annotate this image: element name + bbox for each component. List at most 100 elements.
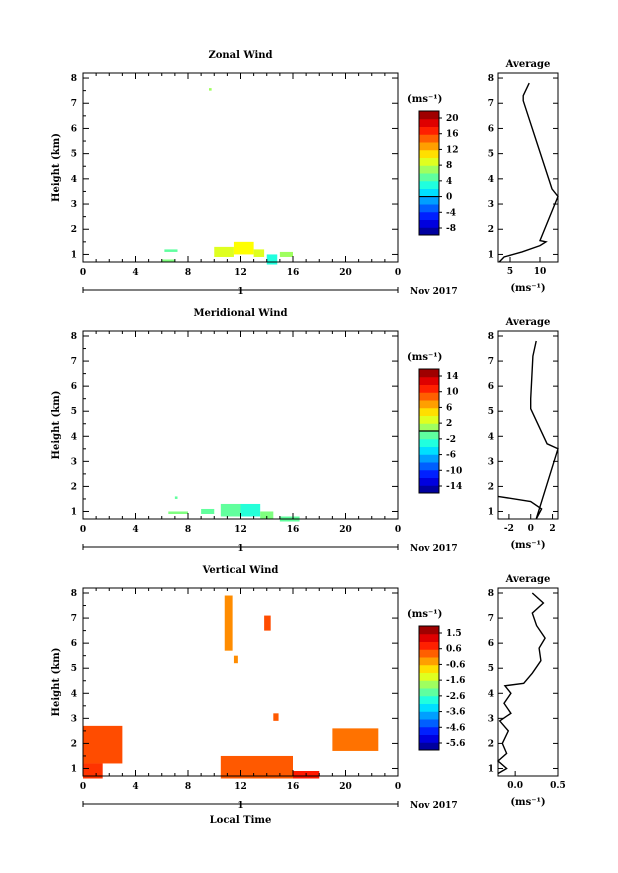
x-tick-label: 12	[234, 782, 247, 792]
y-tick-label: 8	[71, 589, 77, 599]
colorbar-tick-label: 16	[446, 130, 459, 140]
colorbar-segment	[419, 649, 439, 658]
average-title: Average	[505, 574, 551, 585]
heat-cell	[273, 713, 279, 721]
colorbar-segment	[419, 392, 439, 401]
average-y-tick-label: 2	[488, 482, 494, 492]
heat-cell	[279, 251, 293, 257]
average-x-tick-label: 0.0	[507, 781, 523, 791]
colorbar-segment	[419, 188, 439, 197]
colorbar-segment	[419, 134, 439, 143]
average-y-tick-label: 8	[488, 332, 494, 342]
colorbar-segment	[419, 626, 439, 635]
colorbar-frame	[418, 625, 440, 751]
heat-cell	[168, 511, 188, 514]
average-x-tick-label: 0	[528, 524, 534, 534]
x-tick-label: 4	[132, 782, 138, 792]
y-tick-label: 8	[71, 74, 77, 84]
colorbar-tick-label: -1.6	[446, 676, 465, 686]
colorbar-tick-label: -4.6	[446, 723, 465, 733]
y-tick-label: 6	[71, 639, 77, 649]
x-tick-label: 4	[132, 268, 138, 278]
colorbar-tick-label: -5.6	[446, 739, 465, 749]
colorbar-segment	[419, 407, 439, 416]
colorbar-segment	[419, 204, 439, 213]
average-y-tick-label: 1	[488, 764, 494, 774]
y-tick-label: 5	[71, 150, 77, 160]
colorbar-segment	[419, 695, 439, 704]
panel-title: Zonal Wind	[208, 50, 272, 61]
x-axis-label: Local Time	[210, 815, 272, 826]
plot-frame	[82, 330, 399, 520]
colorbar-tick-label: -0.6	[446, 660, 465, 670]
colorbar-tick-label: 6	[446, 403, 452, 413]
colorbar-segment	[419, 180, 439, 189]
x-tick-label: 16	[287, 782, 300, 792]
heat-cell	[233, 655, 238, 664]
colorbar-segment	[419, 672, 439, 681]
colorbar-segment	[419, 719, 439, 728]
x-tick-label: 0	[395, 268, 401, 278]
y-tick-label: 4	[71, 175, 77, 185]
y-tick-label: 2	[71, 482, 77, 492]
colorbar-unit: (ms⁻¹)	[407, 352, 442, 363]
colorbar-tick-label: 20	[446, 114, 459, 124]
colorbar-segment	[419, 369, 439, 378]
y-tick-label: 4	[71, 432, 77, 442]
y-axis-label: Height (km)	[51, 648, 62, 717]
colorbar-tick-label: -2.6	[446, 692, 465, 702]
y-tick-label: 5	[71, 664, 77, 674]
colorbar-tick-label: 4	[446, 177, 452, 187]
colorbar-tick-label: -2	[446, 435, 456, 445]
y-tick-label: 3	[71, 457, 77, 467]
x-tick-label: 20	[339, 525, 352, 535]
month-label: Nov 2017	[410, 801, 458, 811]
average-y-tick-label: 6	[488, 124, 494, 134]
colorbar-frame	[418, 110, 440, 236]
heat-cell	[209, 88, 212, 91]
colorbar-segment	[419, 423, 439, 432]
day-label: 1	[237, 287, 243, 297]
colorbar-segment	[419, 211, 439, 220]
average-x-tick-label: 2	[549, 524, 555, 534]
x-tick-label: 20	[339, 782, 352, 792]
y-tick-label: 8	[71, 332, 77, 342]
average-y-tick-label: 1	[488, 507, 494, 517]
average-frame	[497, 72, 559, 263]
colorbar-tick-label: 2	[446, 419, 452, 429]
colorbar-segment	[419, 384, 439, 393]
colorbar-segment	[419, 641, 439, 650]
x-tick-label: 20	[339, 268, 352, 278]
x-tick-label: 0	[80, 525, 86, 535]
colorbar-tick-label: 10	[446, 388, 459, 398]
average-y-tick-label: 5	[488, 664, 494, 674]
colorbar-tick-label: -4	[446, 208, 456, 218]
colorbar-tick-label: 12	[446, 145, 459, 155]
panel-title: Vertical Wind	[202, 565, 279, 576]
heat-cell	[332, 728, 379, 751]
x-tick-label: 0	[395, 525, 401, 535]
x-tick-label: 8	[185, 525, 191, 535]
average-y-tick-label: 2	[488, 225, 494, 235]
colorbar-segment	[419, 376, 439, 385]
colorbar-segment	[419, 703, 439, 712]
y-tick-label: 2	[71, 739, 77, 749]
heat-cell	[266, 254, 278, 265]
colorbar-unit: (ms⁻¹)	[407, 609, 442, 620]
average-y-tick-label: 5	[488, 407, 494, 417]
colorbar-segment	[419, 657, 439, 666]
colorbar-segment	[419, 680, 439, 689]
average-title: Average	[505, 317, 551, 328]
colorbar-tick-label: -3.6	[446, 708, 465, 718]
average-y-tick-label: 6	[488, 639, 494, 649]
colorbar-segment	[419, 111, 439, 120]
average-x-tick-label: 5	[507, 267, 513, 277]
average-y-tick-label: 4	[488, 689, 494, 699]
average-y-tick-label: 8	[488, 589, 494, 599]
heat-cell	[220, 503, 241, 517]
colorbar-segment	[419, 438, 439, 447]
colorbar-segment	[419, 227, 439, 236]
heat-cell	[220, 755, 293, 779]
average-y-tick-label: 1	[488, 250, 494, 260]
heat-cell	[224, 595, 233, 651]
